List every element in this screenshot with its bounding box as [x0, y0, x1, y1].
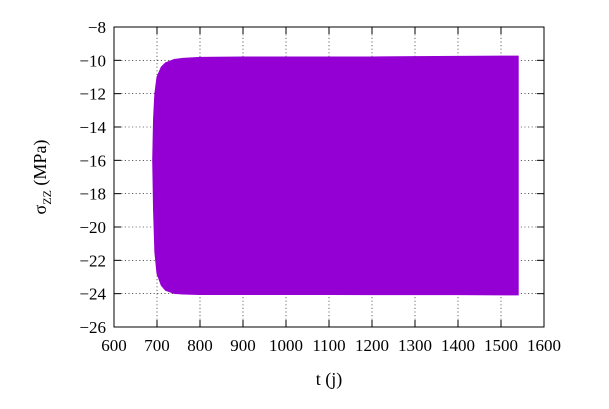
x-tick-label: 1000: [269, 336, 303, 355]
x-tick-label: 800: [187, 336, 213, 355]
ticks: 600 700 800 900 1000 1100 1200 1300 1400 1500 1600…: [79, 18, 561, 355]
y-tick-label: −18: [79, 185, 106, 204]
x-axis-label: t (j): [316, 369, 343, 390]
y-tick-label: −22: [79, 251, 106, 270]
y-tick-label: −20: [79, 218, 106, 237]
x-tick-label: 600: [101, 336, 127, 355]
series-layer: [152, 55, 519, 296]
x-tick-label: 700: [144, 336, 170, 355]
y-tick-label: −24: [79, 285, 106, 304]
x-tick-label: 1200: [355, 336, 389, 355]
x-tick-label: 1400: [441, 336, 475, 355]
series-envelope: [152, 55, 519, 296]
y-tick-label: −8: [88, 18, 106, 37]
x-tick-label: 1300: [398, 336, 432, 355]
y-axis-unit: (MPa): [30, 140, 51, 191]
y-axis-label: σZZ (MPa): [30, 140, 54, 215]
x-tick-label: 900: [230, 336, 256, 355]
y-axis-symbol: σ: [30, 204, 50, 214]
y-tick-label: −26: [79, 318, 106, 337]
y-tick-label: −16: [79, 151, 106, 170]
y-tick-label: −12: [79, 85, 106, 104]
x-tick-label: 1600: [527, 336, 561, 355]
y-tick-label: −14: [79, 118, 106, 137]
y-axis-subscript: ZZ: [40, 190, 54, 205]
y-tick-label: −10: [79, 51, 106, 70]
x-tick-label: 1100: [312, 336, 345, 355]
x-tick-label: 1500: [484, 336, 518, 355]
